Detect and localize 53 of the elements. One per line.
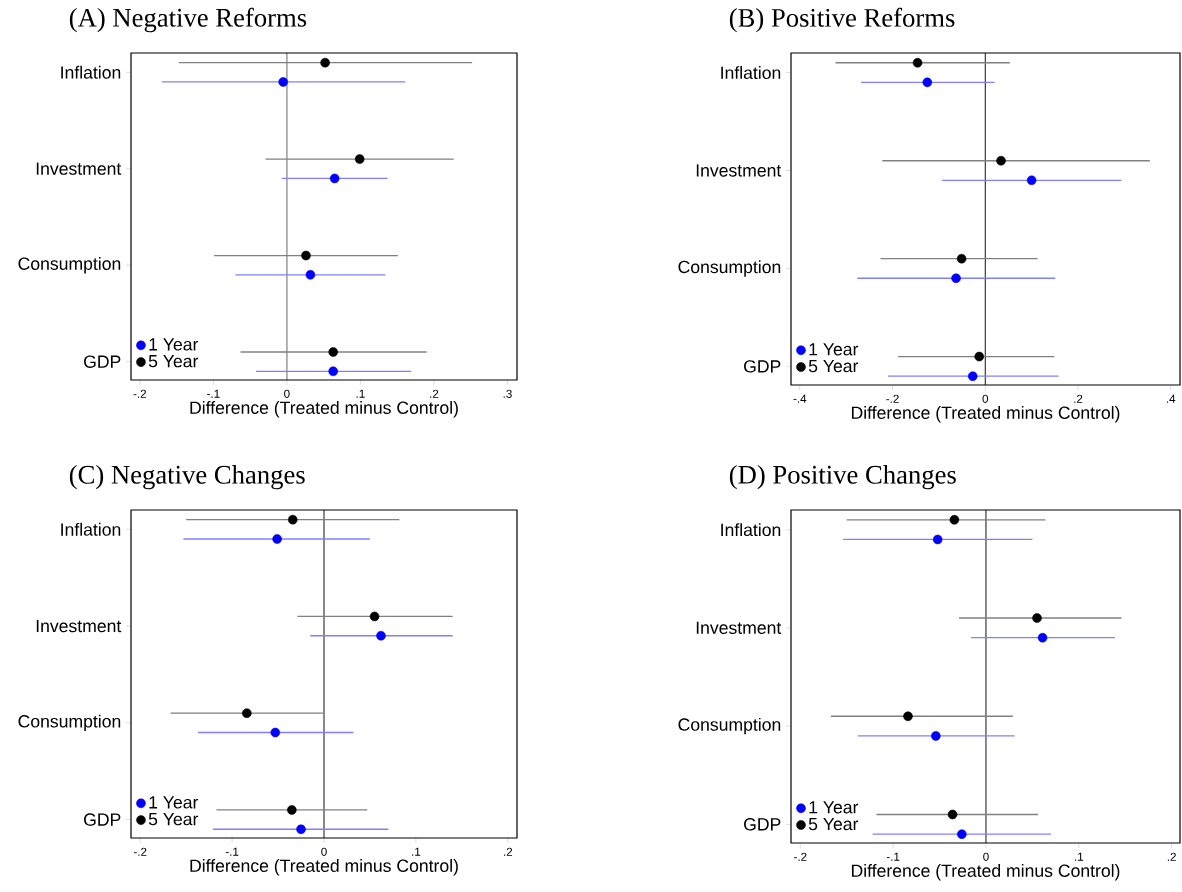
x-tick-label: -.4 bbox=[793, 394, 807, 403]
y-tick-label: GDP bbox=[744, 360, 781, 373]
y-tick-label: Consumption bbox=[18, 714, 121, 732]
legend-label: 1 Year bbox=[149, 796, 199, 809]
x-axis-title: Difference (Treated minus Control) bbox=[190, 401, 458, 418]
x-tick-label: .2 bbox=[1074, 394, 1083, 403]
y-tick-label: Inflation bbox=[721, 66, 781, 80]
x-tick-label: -.2 bbox=[133, 847, 147, 856]
x-tick-label: -.2 bbox=[133, 389, 147, 398]
x-tick-label: 0 bbox=[983, 852, 989, 861]
legend-label: 1 Year bbox=[149, 338, 199, 351]
y-tick-label: Inflation bbox=[721, 523, 781, 537]
y-tick-label: Investment bbox=[36, 162, 122, 175]
legend-label: 5 Year bbox=[808, 359, 859, 373]
y-tick-label: Consumption bbox=[678, 260, 781, 277]
x-tick-label: .1 bbox=[356, 389, 365, 398]
x-tick-label: .1 bbox=[1075, 852, 1084, 861]
legend-label: 5 Year bbox=[808, 817, 859, 831]
chart-title: (C) Negative Changes bbox=[69, 465, 305, 490]
x-tick-label: -.2 bbox=[886, 394, 899, 403]
y-tick-label: GDP bbox=[84, 813, 121, 826]
chart-title: (B) Positive Reforms bbox=[729, 7, 955, 33]
y-tick-label: Investment bbox=[696, 621, 782, 634]
x-axis-title: Difference (Treated minus Control) bbox=[190, 859, 458, 876]
y-tick-label: Investment bbox=[696, 164, 782, 177]
y-tick-label: Inflation bbox=[61, 65, 121, 79]
legend-label: 1 Year bbox=[809, 343, 859, 356]
legend-label: 5 Year bbox=[148, 813, 199, 826]
x-tick-label: .4 bbox=[1166, 394, 1176, 403]
y-tick-label: Consumption bbox=[18, 256, 121, 274]
x-tick-label: .2 bbox=[504, 847, 513, 856]
x-axis-title: Difference (Treated minus Control) bbox=[851, 864, 1120, 881]
x-axis-title: Difference (Treated minus Control) bbox=[851, 406, 1120, 423]
x-tick-label: 0 bbox=[321, 847, 327, 856]
x-tick-label: 0 bbox=[982, 394, 989, 403]
x-tick-label: .1 bbox=[412, 847, 421, 856]
y-tick-label: GDP bbox=[84, 355, 121, 368]
y-tick-label: Inflation bbox=[61, 522, 121, 536]
x-tick-label: -.1 bbox=[207, 389, 220, 398]
x-tick-label: 0 bbox=[284, 389, 290, 398]
x-tick-label: .2 bbox=[430, 389, 439, 398]
legend-label: 1 Year bbox=[809, 801, 859, 814]
x-tick-label: -.2 bbox=[794, 852, 807, 861]
legend-label: 5 Year bbox=[148, 355, 199, 368]
chart-title: (D) Positive Changes bbox=[729, 465, 956, 490]
y-tick-label: GDP bbox=[744, 818, 781, 831]
x-tick-label: -.1 bbox=[225, 847, 239, 856]
x-tick-label: .2 bbox=[1167, 852, 1176, 861]
y-tick-label: Investment bbox=[36, 619, 122, 633]
x-tick-label: -.1 bbox=[886, 852, 900, 861]
y-tick-label: Consumption bbox=[678, 717, 781, 735]
chart-title: (A) Negative Reforms bbox=[69, 7, 307, 33]
x-tick-label: .3 bbox=[503, 389, 512, 398]
